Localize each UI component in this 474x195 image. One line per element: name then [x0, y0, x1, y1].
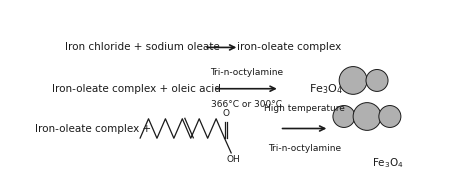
- Text: 366°C or 300°C: 366°C or 300°C: [211, 100, 282, 109]
- Ellipse shape: [366, 69, 388, 91]
- Text: Iron-oleate complex +: Iron-oleate complex +: [35, 123, 151, 134]
- Text: OH: OH: [226, 155, 240, 164]
- Text: iron-oleate complex: iron-oleate complex: [237, 43, 341, 52]
- Ellipse shape: [353, 103, 381, 130]
- Ellipse shape: [379, 105, 401, 128]
- Text: Iron-oleate complex + oleic acid: Iron-oleate complex + oleic acid: [52, 84, 221, 94]
- Text: Tri-n-octylamine: Tri-n-octylamine: [268, 144, 341, 152]
- Text: Iron chloride + sodium oleate: Iron chloride + sodium oleate: [64, 43, 219, 52]
- Ellipse shape: [339, 66, 367, 94]
- Text: Fe$_3$O$_4$: Fe$_3$O$_4$: [372, 156, 404, 170]
- Text: Tri-n-octylamine: Tri-n-octylamine: [210, 68, 283, 77]
- Text: Fe$_3$O$_4$: Fe$_3$O$_4$: [309, 82, 343, 96]
- Text: O: O: [222, 109, 229, 118]
- Text: High temperature: High temperature: [264, 105, 345, 113]
- Ellipse shape: [333, 105, 355, 128]
